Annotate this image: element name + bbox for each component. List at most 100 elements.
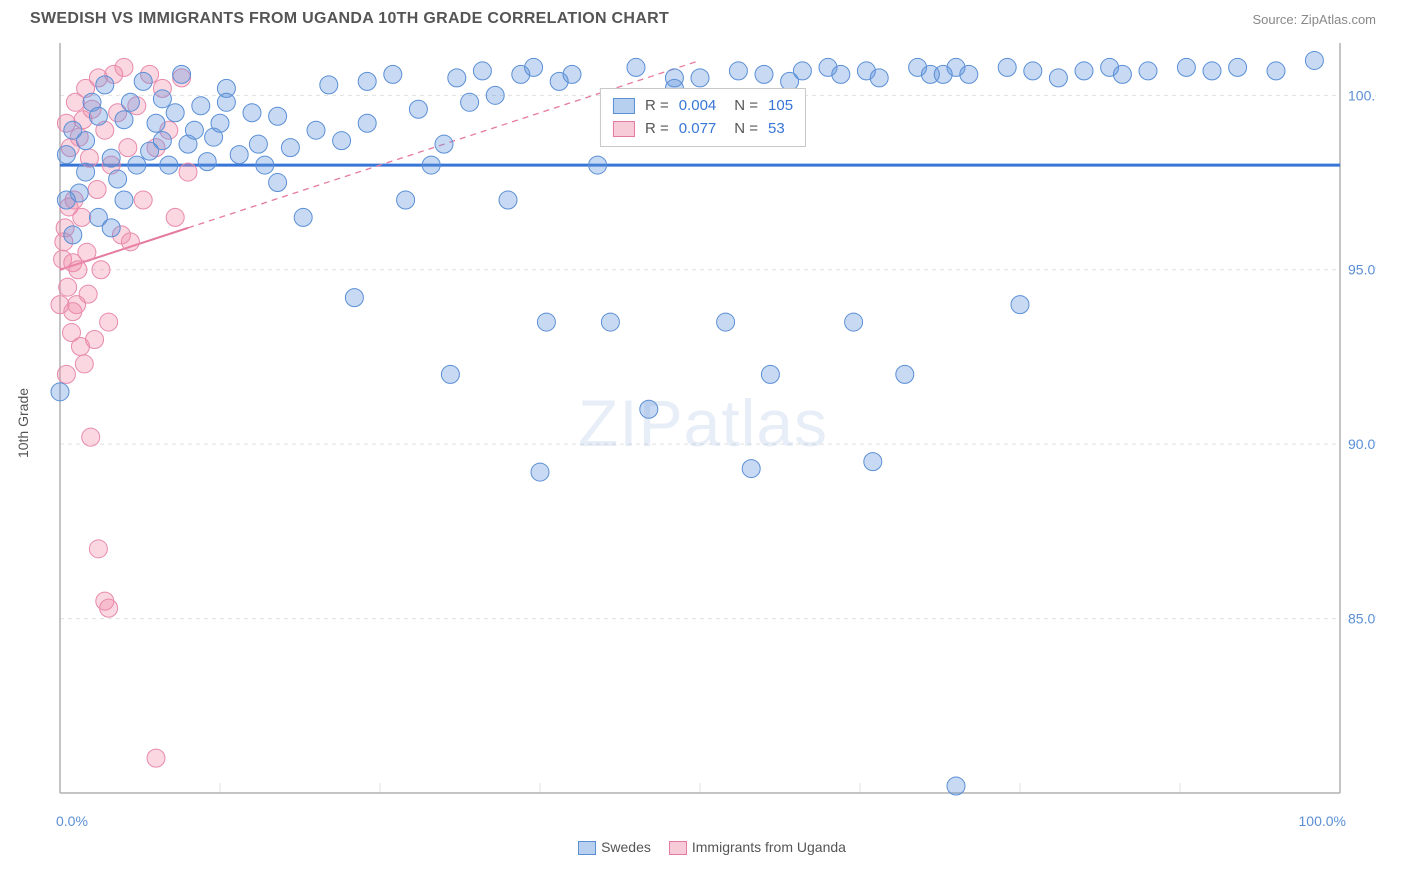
data-point [422,156,440,174]
source-label: Source: ZipAtlas.com [1252,12,1376,27]
data-point [96,76,114,94]
data-point [896,365,914,383]
data-point [147,749,165,767]
data-point [960,65,978,83]
data-point [89,540,107,558]
data-point [119,139,137,157]
data-point [358,114,376,132]
data-point [75,355,93,373]
data-point [1305,51,1323,69]
data-point [269,107,287,125]
data-point [153,132,171,150]
data-point [109,170,127,188]
data-point [601,313,619,331]
data-point [384,65,402,83]
data-point [864,453,882,471]
scatter-plot: 85.0%90.0%95.0%100.0% [30,33,1376,813]
data-point [153,90,171,108]
data-point [57,146,75,164]
data-point [249,135,267,153]
data-point [1177,58,1195,76]
data-point [51,383,69,401]
data-point [358,72,376,90]
series-swatch [578,841,596,855]
data-point [166,104,184,122]
data-point [1113,65,1131,83]
data-point [563,65,581,83]
series-label: Swedes [601,839,651,855]
data-point [73,208,91,226]
data-point [525,58,543,76]
data-point [256,156,274,174]
x-axis-labels: 0.0% 100.0% [30,813,1376,835]
data-point [793,62,811,80]
data-point [1024,62,1042,80]
data-point [166,208,184,226]
n-label: N = [734,95,758,118]
data-point [185,121,203,139]
data-point [320,76,338,94]
series-legend: SwedesImmigrants from Uganda [0,839,1406,855]
data-point [755,65,773,83]
y-axis-label: 10th Grade [15,388,31,458]
data-point [307,121,325,139]
data-point [198,153,216,171]
data-point [742,460,760,478]
legend-row: R =0.004N =105 [613,95,793,118]
data-point [640,400,658,418]
data-point [102,149,120,167]
r-label: R = [645,95,669,118]
data-point [78,243,96,261]
data-point [627,58,645,76]
data-point [1139,62,1157,80]
data-point [397,191,415,209]
svg-text:90.0%: 90.0% [1348,436,1376,452]
data-point [998,58,1016,76]
data-point [870,69,888,87]
legend-row: R =0.077N =53 [613,118,793,141]
data-point [717,313,735,331]
data-point [1011,296,1029,314]
data-point [243,104,261,122]
data-point [79,285,97,303]
n-value: 53 [768,118,785,141]
data-point [435,135,453,153]
data-point [486,86,504,104]
correlation-legend: R =0.004N =105R =0.077N =53 [600,88,806,147]
svg-text:100.0%: 100.0% [1348,87,1376,103]
data-point [160,156,178,174]
data-point [102,219,120,237]
data-point [128,156,146,174]
data-point [59,278,77,296]
data-point [409,100,427,118]
data-point [947,777,965,795]
data-point [761,365,779,383]
data-point [86,331,104,349]
data-point [589,156,607,174]
r-label: R = [645,118,669,141]
data-point [473,62,491,80]
data-point [92,261,110,279]
data-point [82,428,100,446]
data-point [115,191,133,209]
data-point [294,208,312,226]
series-swatch [669,841,687,855]
data-point [57,365,75,383]
data-point [230,146,248,164]
data-point [1229,58,1247,76]
data-point [69,261,87,279]
data-point [134,72,152,90]
data-point [691,69,709,87]
data-point [832,65,850,83]
data-point [269,174,287,192]
chart-title: SWEDISH VS IMMIGRANTS FROM UGANDA 10TH G… [30,10,669,28]
data-point [461,93,479,111]
data-point [115,58,133,76]
n-label: N = [734,118,758,141]
data-point [57,191,75,209]
data-point [88,181,106,199]
data-point [1049,69,1067,87]
data-point [134,191,152,209]
data-point [499,191,517,209]
data-point [77,163,95,181]
